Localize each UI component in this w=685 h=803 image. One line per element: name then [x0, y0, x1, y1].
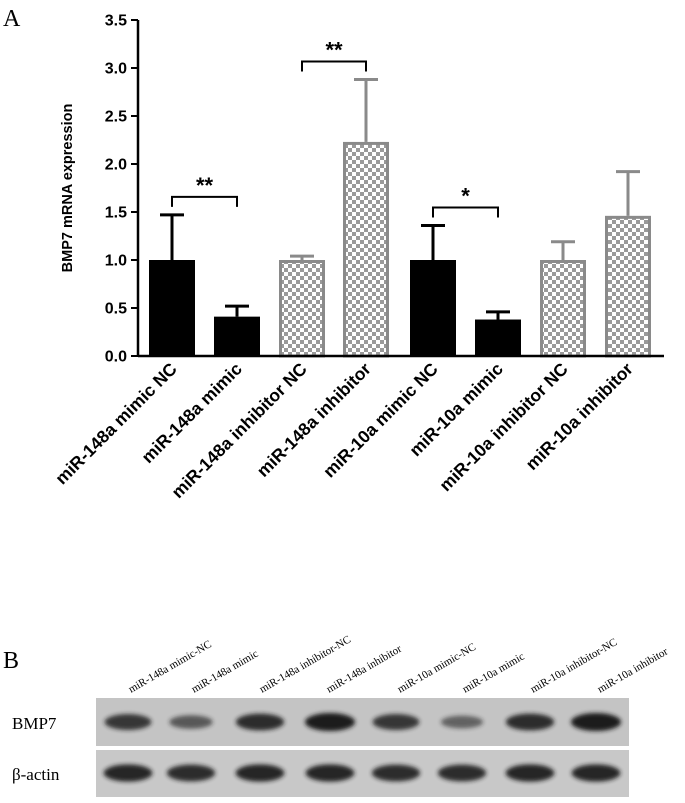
bar [540, 260, 586, 358]
y-axis-label: BMP7 mRNA expression [60, 104, 76, 273]
y-tick-label: 1.0 [105, 253, 127, 270]
blot-band [305, 764, 355, 782]
blot-band [505, 713, 555, 731]
bar [214, 316, 260, 356]
panel-b-label: B [3, 648, 19, 674]
blot-band [372, 714, 420, 730]
y-tick-label: 0.5 [105, 301, 127, 318]
bar [149, 260, 195, 356]
significance-marker: * [461, 183, 470, 208]
blot-band [571, 764, 621, 782]
y-tick-label: 1.5 [105, 205, 127, 222]
y-tick-label: 3.5 [105, 13, 127, 30]
x-tick-label: miR-10a inhibitor [522, 359, 637, 474]
y-tick-label: 2.0 [105, 157, 127, 174]
blot-band [571, 713, 621, 731]
bar [279, 260, 325, 358]
blot-band [235, 764, 285, 782]
significance-marker: ** [325, 38, 343, 63]
bar [475, 319, 521, 356]
y-tick-label: 0.0 [105, 349, 127, 366]
y-axis-ticks: 0.0 0.5 1.0 1.5 2.0 2.5 3.0 3.5 [105, 13, 138, 366]
significance-marker: ** [196, 173, 214, 198]
panel-a-label: A [3, 6, 21, 32]
blot-band [169, 715, 213, 729]
y-tick-label: 3.0 [105, 61, 127, 78]
x-tick-label: miR-148a inhibitor [253, 359, 375, 481]
bar [343, 141, 389, 358]
bar [605, 215, 651, 358]
bar [410, 260, 456, 356]
x-tick-label: miR-148a mimic NC [51, 358, 181, 488]
blot-band [440, 715, 484, 729]
significance-bracket [301, 60, 367, 72]
blot-band [305, 713, 355, 731]
bars [149, 141, 651, 358]
blot-band [103, 764, 153, 782]
x-tick-label: miR-10a mimic NC [319, 358, 442, 481]
blot-band [505, 764, 555, 782]
significance-bracket [171, 195, 238, 207]
blot-band [437, 764, 487, 782]
error-bars [160, 78, 640, 320]
significance-bracket [432, 206, 499, 218]
y-tick-label: 2.5 [105, 109, 127, 126]
blot-band [235, 713, 285, 731]
blot-band [166, 764, 216, 782]
blot-row-label-actin: β-actin [12, 765, 60, 784]
blot-band [104, 714, 152, 730]
significance-brackets: ***** [171, 38, 499, 218]
blot-lane-label: miR-10a mimic [461, 650, 527, 695]
blot-band [371, 764, 421, 782]
x-tick-label: miR-10a inhibitor NC [435, 358, 572, 495]
blot-bands [103, 713, 621, 782]
blot-row-label-bmp7: BMP7 [12, 714, 57, 733]
